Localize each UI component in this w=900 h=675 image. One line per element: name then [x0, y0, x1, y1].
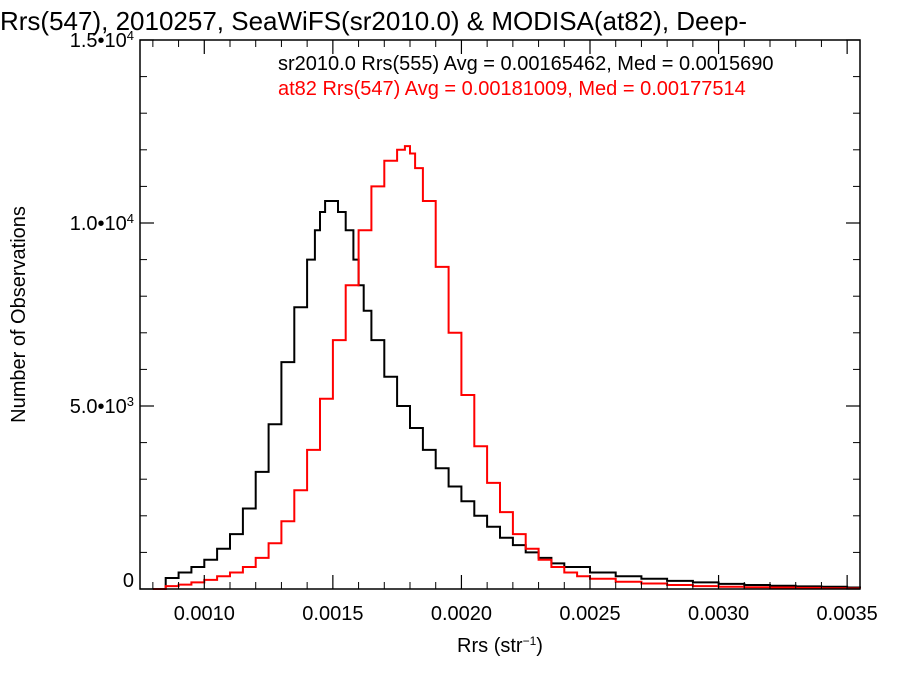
x-axis-label-end: ): [536, 635, 543, 657]
chart-title: Rrs(547), 2010257, SeaWiFS(sr2010.0) & M…: [0, 6, 747, 36]
x-tick-label: 0.0020: [431, 603, 492, 625]
y-tick-label: 1.0•104: [70, 211, 134, 236]
axis-ticks: 0.0010 0.0015 0.0020 0.0025 0.0030 0.0035 0 5.0…: [70, 28, 878, 626]
annotations: sr2010.0 Rrs(555) Avg = 0.00165462, Med …: [278, 53, 774, 100]
x-axis-label-superscript: −1: [523, 634, 537, 648]
y-tick-label: 1.5•104: [70, 28, 134, 53]
series-annotation-1: sr2010.0 Rrs(555) Avg = 0.00165462, Med …: [278, 53, 774, 75]
series-layer: [152, 145, 861, 590]
series-line-2: [152, 145, 861, 590]
x-tick-label: 0.0025: [559, 603, 620, 625]
plot-frame: [139, 39, 861, 590]
x-tick-label: 0.0010: [174, 603, 235, 625]
x-axis-label: Rrs (str−1): [457, 634, 543, 657]
x-tick-label: 0.0030: [688, 603, 749, 625]
series-line-1: [152, 200, 861, 590]
y-tick-label: 0: [123, 570, 134, 592]
y-axis-label: Number of Observations: [8, 206, 30, 423]
x-tick-label: 0.0035: [817, 603, 878, 625]
x-axis-label-text: Rrs (str: [457, 635, 523, 657]
x-tick-label: 0.0015: [302, 603, 363, 625]
series-annotation-2: at82 Rrs(547) Avg = 0.00181009, Med = 0.…: [278, 78, 746, 100]
y-tick-label: 5.0•103: [70, 394, 134, 419]
